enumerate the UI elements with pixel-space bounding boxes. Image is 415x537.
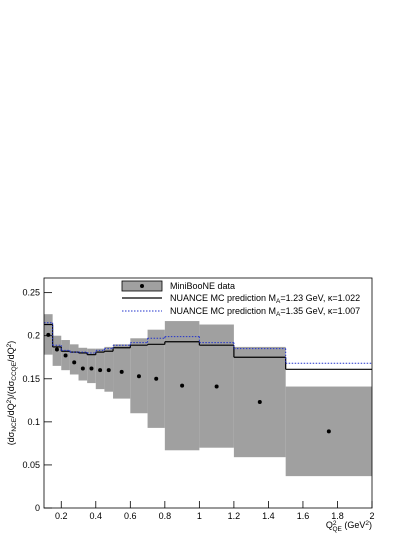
plot-frame <box>43 277 373 509</box>
x-tick-label: 1.8 <box>331 511 344 521</box>
x-axis-label: Q2 QE (GeV2) <box>326 520 372 533</box>
x-tick-label: 1 <box>197 511 202 521</box>
x-tick-label: 0.6 <box>124 511 137 521</box>
error-band <box>69 344 79 375</box>
data-point <box>80 366 85 371</box>
x-tick-label: 2 <box>369 511 374 521</box>
x-tick-label: 0.4 <box>90 511 103 521</box>
data-point <box>180 383 185 388</box>
data-point <box>326 429 331 434</box>
y-axis-label: (dσNCE/dQ2)/(dσCCQE/dQ2) <box>6 341 18 445</box>
data-point <box>72 360 77 365</box>
legend-label: NUANCE MC prediction MA=1.35 GeV, κ=1.00… <box>170 306 360 318</box>
data-point <box>63 353 68 358</box>
data-point <box>214 384 219 389</box>
y-tick-label: 0.15 <box>22 374 40 384</box>
data-point <box>257 400 262 405</box>
x-tick-label: 0.2 <box>55 511 68 521</box>
data-point <box>54 347 59 352</box>
x-tick-label: 0.8 <box>159 511 172 521</box>
error-band <box>87 348 96 384</box>
y-tick-label: 0 <box>35 503 40 513</box>
legend-dot <box>140 284 144 288</box>
data-point <box>46 332 51 337</box>
legend: MiniBooNE data NUANCE MC prediction MA=1… <box>121 280 360 318</box>
data-point <box>119 369 124 374</box>
legend-label: NUANCE MC prediction MA=1.23 GeV, κ=1.02… <box>170 293 360 305</box>
y-tick-label: 0.2 <box>27 331 40 341</box>
data-point <box>106 368 111 373</box>
x-tick-label: 1.6 <box>297 511 310 521</box>
data-point <box>89 366 94 371</box>
x-tick-label: 1.2 <box>228 511 241 521</box>
x-tick-label: 1.4 <box>262 511 275 521</box>
y-tick-label: 0.1 <box>27 417 40 427</box>
legend-label: MiniBooNE data <box>170 281 235 291</box>
data-point <box>98 368 103 373</box>
y-tick-label: 0.05 <box>22 460 40 470</box>
error-band <box>78 347 88 381</box>
data-point <box>154 376 159 381</box>
y-tick-label: 0.25 <box>22 288 40 298</box>
data-point <box>136 374 141 379</box>
